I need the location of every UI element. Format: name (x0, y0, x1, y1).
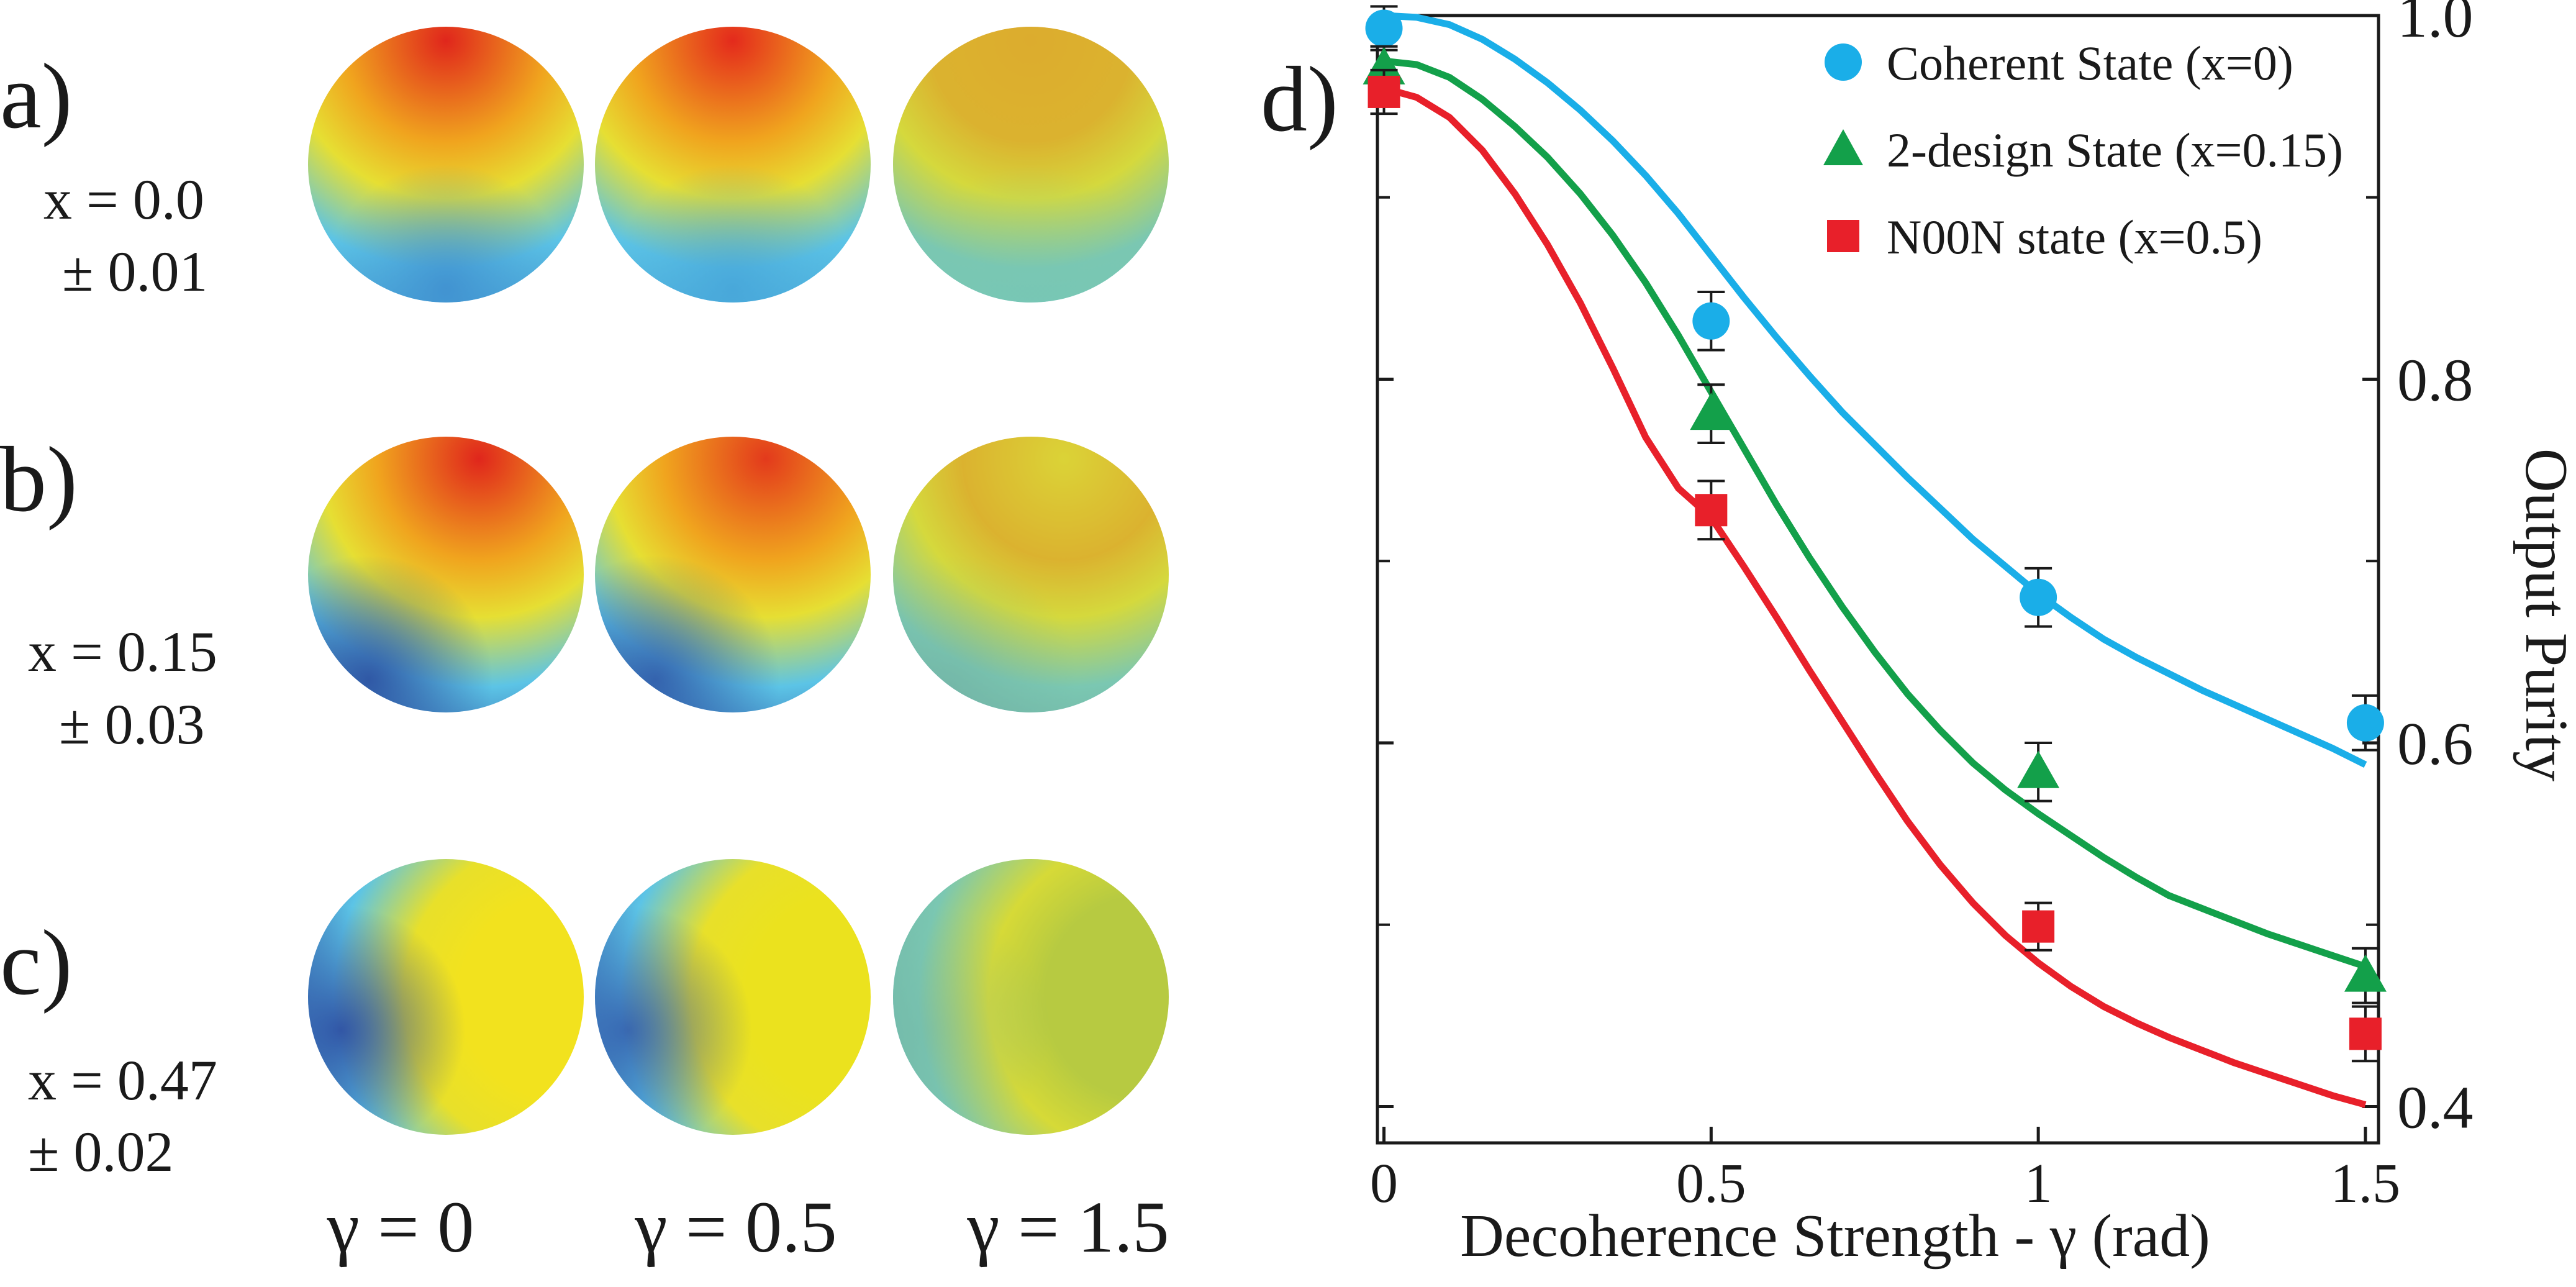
sphere-cold-region (308, 437, 584, 712)
point-square (1367, 68, 1400, 116)
purity-chart: 0.4 0.6 0.8 1.0 0 0.5 1 1.5 Decoherence Streng… (1363, 0, 2576, 1270)
bloch-sphere-c-gamma-1_5 (893, 859, 1169, 1135)
x-tick-label: 1 (2025, 1153, 2052, 1214)
legend-label: Coherent State (x=0) (1887, 36, 2293, 90)
panel-c-x-value: x = 0.47 (28, 1048, 217, 1112)
marker-triangle (2344, 954, 2387, 992)
y-tick-label: 0.4 (2397, 1074, 2474, 1141)
legend-marker-triangle (1823, 129, 1863, 165)
y-tick-label: 0.6 (2397, 711, 2474, 778)
gamma-label-1: γ = 0.5 (634, 1186, 837, 1268)
panel-a-labels: a) x = 0.0 ± 0.01 (0, 45, 208, 303)
panel-a-x-error: ± 0.01 (62, 240, 208, 303)
marker-triangle (1363, 47, 1405, 84)
data-points (1363, 5, 2387, 1063)
bloch-sphere-b-gamma-0_5 (595, 437, 871, 712)
curve-square (1383, 84, 2367, 1108)
sphere-grid (308, 27, 1169, 1135)
panel-d-label: d) (1261, 48, 1338, 151)
legend: Coherent State (x=0) 2-design State (x=0.… (1823, 36, 2343, 264)
panel-c-labels: c) x = 0.47 ± 0.02 (0, 911, 217, 1183)
point-circle (2346, 694, 2384, 752)
point-square (2349, 1005, 2382, 1063)
sphere-cold-region (893, 859, 1169, 1135)
point-triangle (2344, 947, 2387, 1004)
panel-b-labels: b) x = 0.15 ± 0.03 (0, 428, 217, 756)
marker-square (1367, 75, 1400, 108)
legend-label: N00N state (x=0.5) (1887, 210, 2262, 264)
marker-circle (2346, 704, 2384, 742)
y-tick-label: 0.8 (2397, 347, 2474, 414)
panel-a-x-value: x = 0.0 (43, 168, 204, 231)
marker-square (2349, 1017, 2382, 1050)
x-tick-label: 0.5 (1676, 1153, 1746, 1214)
point-circle (1692, 290, 1730, 352)
marker-circle (1365, 9, 1403, 47)
point-square (1695, 480, 1728, 541)
marker-square (2022, 910, 2055, 943)
point-square (2022, 901, 2055, 952)
legend-entry-circle: Coherent State (x=0) (1825, 36, 2293, 90)
x-axis-title: Decoherence Strength - γ (rad) (1460, 1203, 2210, 1270)
marker-circle (2020, 578, 2057, 616)
point-triangle (2017, 741, 2060, 803)
plot-frame (1376, 14, 2380, 1145)
sphere-wash (893, 859, 1169, 1135)
sphere-cold-region (595, 27, 871, 302)
legend-entry-triangle: 2-design State (x=0.15) (1823, 123, 2343, 177)
panel-b-x-value: x = 0.15 (28, 620, 217, 683)
sphere-cold-region (595, 437, 871, 712)
bloch-sphere-c-gamma-0 (308, 859, 584, 1135)
curve-circle (1384, 12, 2367, 768)
bloch-sphere-c-gamma-0_5 (595, 859, 871, 1135)
marker-circle (1692, 302, 1730, 340)
gamma-column-labels: γ = 0 γ = 0.5 γ = 1.5 (327, 1186, 1169, 1268)
legend-marker-circle (1825, 43, 1862, 81)
bloch-sphere-b-gamma-1_5 (893, 437, 1169, 712)
panel-c-x-error: ± 0.02 (28, 1120, 174, 1183)
sphere-cold-region (893, 27, 1169, 302)
legend-label: 2-design State (x=0.15) (1887, 123, 2343, 177)
panel-b-label: b) (0, 428, 78, 531)
point-triangle (1690, 383, 1733, 444)
y-axis-title: Output Purity (2513, 448, 2576, 781)
x-tick-label: 1.5 (2331, 1153, 2401, 1214)
sphere-cold-region (893, 437, 1169, 712)
marker-square (1695, 494, 1728, 527)
panel-b-x-error: ± 0.03 (59, 693, 205, 756)
y-tick-label: 1.0 (2397, 0, 2474, 50)
gamma-label-0: γ = 0 (327, 1186, 474, 1268)
sphere-wash (893, 27, 1169, 302)
marker-triangle (2017, 750, 2060, 788)
sphere-cold-region (595, 859, 871, 1135)
gamma-label-2: γ = 1.5 (966, 1186, 1169, 1268)
legend-entry-square: N00N state (x=0.5) (1827, 210, 2262, 264)
bloch-sphere-a-gamma-0 (308, 27, 584, 302)
bloch-sphere-a-gamma-1_5 (893, 27, 1169, 302)
panel-a-label: a) (0, 45, 73, 148)
panel-c-label: c) (0, 911, 73, 1014)
curve-triangle (1383, 57, 2367, 970)
theory-curves (1383, 12, 2367, 1108)
x-axis: 0 0.5 1 1.5 (1370, 1127, 2400, 1214)
marker-triangle (1690, 393, 1733, 430)
x-tick-label: 0 (1370, 1153, 1398, 1214)
legend-marker-square (1827, 220, 1859, 252)
bloch-sphere-a-gamma-0_5 (595, 27, 871, 302)
bloch-sphere-b-gamma-0 (308, 437, 584, 712)
sphere-cold-region (308, 27, 584, 302)
y-axis: 0.4 0.6 0.8 1.0 (1377, 0, 2474, 1141)
sphere-cold-region (308, 859, 584, 1135)
sphere-wash (893, 437, 1169, 712)
point-circle (2020, 566, 2057, 628)
